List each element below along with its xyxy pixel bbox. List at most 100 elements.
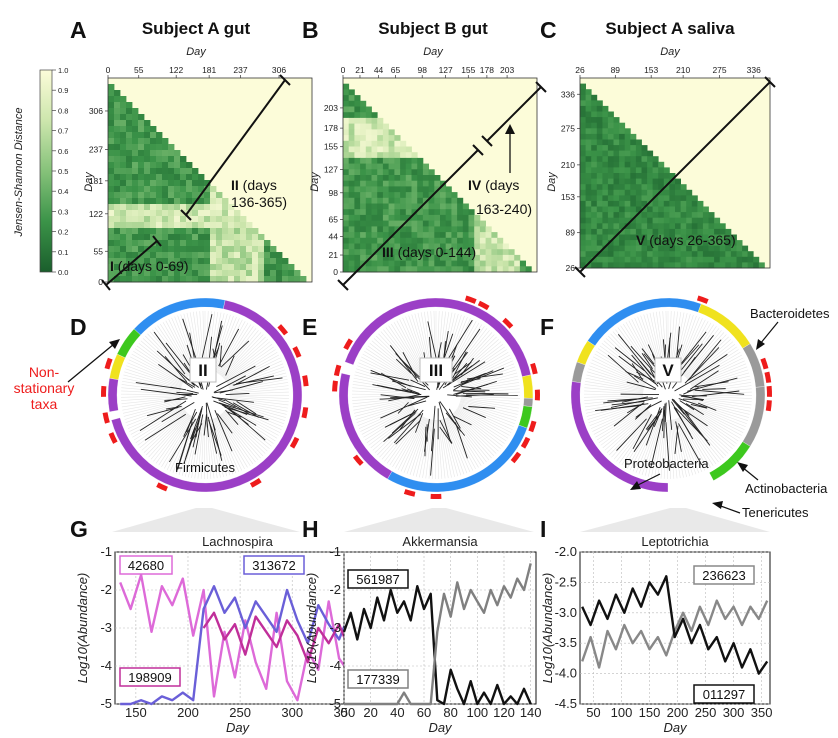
heatmap-cell xyxy=(168,162,175,169)
heatmap-cell xyxy=(663,256,670,263)
heatmap-cell xyxy=(354,232,361,239)
heatmap-cell xyxy=(434,197,441,204)
tree-spoke xyxy=(229,378,288,391)
heatmap-cell xyxy=(658,240,665,247)
heatmap-cell xyxy=(126,108,133,115)
tree-spoke xyxy=(213,418,237,474)
heatmap-cell xyxy=(422,186,429,193)
heatmap-cell xyxy=(192,210,199,217)
heatmap-cell xyxy=(422,175,429,182)
tree-branch xyxy=(631,354,659,387)
heatmap-cell xyxy=(647,234,654,241)
heatmap-cell xyxy=(156,198,163,205)
tree-spoke xyxy=(676,418,697,475)
heatmap-cell xyxy=(354,180,361,187)
heatmap-cell xyxy=(222,246,229,253)
heatmap-cell xyxy=(652,206,659,213)
heatmap-cell xyxy=(405,175,412,182)
heatmap-cell xyxy=(641,178,648,185)
tree-spoke xyxy=(352,390,412,395)
heatmap-cell xyxy=(388,175,395,182)
heatmap-cell xyxy=(596,200,603,207)
heatmap-cell xyxy=(222,204,229,211)
heatmap-cell xyxy=(365,146,372,153)
tree-branch xyxy=(461,385,482,390)
heatmap-cell xyxy=(596,256,603,263)
heatmap-cell xyxy=(234,240,241,247)
heatmap-cell xyxy=(132,270,139,277)
heatmap-cell xyxy=(491,266,498,273)
colorbar-tick-label: 0.4 xyxy=(58,187,68,196)
heatmap-cell xyxy=(411,214,418,221)
heatmap-cell xyxy=(138,198,145,205)
heatmap-cell xyxy=(144,228,151,235)
heatmap-cell xyxy=(186,204,193,211)
tree-spoke xyxy=(222,412,264,457)
heatmap-cell xyxy=(138,126,145,133)
heatmap-cell xyxy=(422,203,429,210)
heatmap-cell xyxy=(144,138,151,145)
heatmap-cell xyxy=(228,234,235,241)
heatmap-cell xyxy=(365,106,372,113)
heatmap-cell xyxy=(468,249,475,256)
colorbar-tick-label: 0.1 xyxy=(58,248,68,257)
heatmap-cell xyxy=(647,228,654,235)
heatmap-cell xyxy=(343,169,350,176)
tree-spoke xyxy=(688,408,739,442)
heatmap-cell xyxy=(619,195,626,202)
heatmap-cell xyxy=(613,133,620,140)
tree-spoke xyxy=(227,405,282,430)
heatmap-cell xyxy=(445,237,452,244)
arrow-actinobacteria xyxy=(737,462,759,481)
heatmap-cell xyxy=(228,204,235,211)
heatmap-cell xyxy=(675,200,681,207)
x-tick-label: 40 xyxy=(390,705,404,720)
heatmap-cell xyxy=(686,251,693,258)
tree-spoke xyxy=(363,407,415,438)
tree-spoke xyxy=(122,400,181,414)
heatmap-cell xyxy=(405,249,412,256)
tree-spoke xyxy=(150,413,190,460)
heatmap-cell xyxy=(222,222,229,229)
tree-branch xyxy=(614,347,645,372)
colorbar-tick-label: 0.3 xyxy=(58,207,68,216)
heatmap-cell xyxy=(377,129,384,136)
heatmap-cell xyxy=(114,234,121,241)
heatmap-cell xyxy=(343,83,350,90)
heatmap-cell xyxy=(411,175,418,182)
tree-spoke xyxy=(459,404,514,428)
heatmap-cell xyxy=(371,117,378,124)
heatmap-cell xyxy=(440,209,447,216)
heatmap-cell xyxy=(400,243,407,250)
heatmap-cell xyxy=(126,276,133,283)
tree-spoke xyxy=(369,343,417,380)
tree-branch xyxy=(236,400,257,415)
tree-branch xyxy=(697,402,717,411)
heatmap-cell xyxy=(156,132,163,139)
nonstationary-mark xyxy=(765,400,772,412)
heatmap-cell xyxy=(343,180,350,187)
heatmap-cell xyxy=(641,234,648,241)
heatmap-cell xyxy=(204,180,211,187)
tree-spoke xyxy=(221,413,261,459)
heatmap-cell xyxy=(258,264,265,271)
heatmap-cell xyxy=(144,126,151,133)
tree-branch xyxy=(462,392,509,395)
heatmap-cell xyxy=(204,192,211,199)
heatmap-cell xyxy=(411,237,418,244)
heatmap-cell xyxy=(596,228,603,235)
tree-spoke xyxy=(352,395,412,398)
heatmap-cell xyxy=(635,178,642,185)
heatmap-cell xyxy=(108,156,115,163)
tree-branch xyxy=(680,343,703,371)
heatmap-cell xyxy=(348,214,355,221)
heatmap-left-tick-label: 178 xyxy=(324,123,338,133)
heatmap-cell xyxy=(144,252,151,259)
heatmap-cell xyxy=(144,198,151,205)
heatmap-cell xyxy=(144,150,151,157)
tree-spoke xyxy=(586,401,644,417)
heatmap-cell xyxy=(360,112,367,119)
chart-title: Akkermansia xyxy=(402,534,478,549)
heatmap-cell xyxy=(354,175,361,182)
heatmap-cell xyxy=(150,186,157,193)
